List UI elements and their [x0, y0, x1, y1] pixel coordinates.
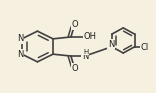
- Text: O: O: [71, 64, 78, 73]
- Text: Cl: Cl: [140, 43, 149, 52]
- Text: O: O: [71, 20, 78, 29]
- Text: N: N: [17, 34, 23, 43]
- Text: H: H: [83, 49, 88, 55]
- Text: N: N: [108, 40, 114, 49]
- Text: OH: OH: [83, 32, 96, 41]
- Text: N: N: [82, 52, 88, 61]
- Text: N: N: [17, 50, 23, 59]
